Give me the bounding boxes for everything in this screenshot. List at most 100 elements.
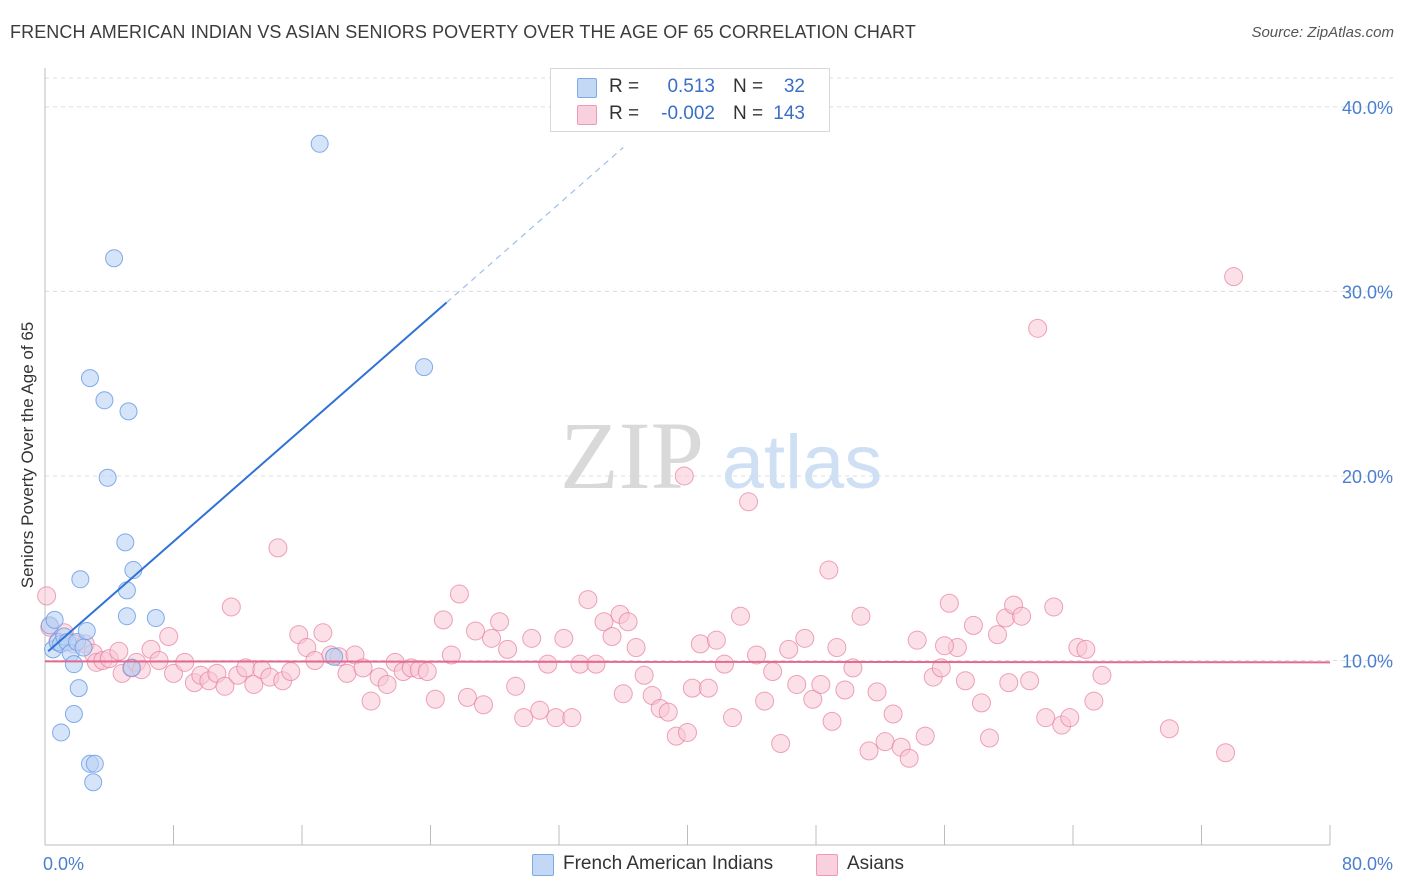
french-american-indian-point xyxy=(119,402,138,421)
asian-point xyxy=(498,639,518,659)
trend-lines xyxy=(44,147,1331,664)
asian-point xyxy=(907,630,927,650)
asian-point xyxy=(305,650,325,670)
french-american-indian-point xyxy=(52,723,71,742)
asian-point xyxy=(714,654,734,674)
watermark-atlas: atlas xyxy=(722,420,883,505)
asian-point xyxy=(822,711,842,731)
asian-point xyxy=(915,726,935,746)
asian-point xyxy=(658,702,678,722)
french-american-indian-point xyxy=(116,533,135,552)
asian-point xyxy=(698,678,718,698)
french-american-indian-point xyxy=(146,609,165,628)
french-american-indian-point xyxy=(64,704,83,723)
french-american-indian-point xyxy=(105,249,124,268)
asian-point xyxy=(514,708,534,728)
asian-point xyxy=(377,674,397,694)
asian-point xyxy=(999,673,1019,693)
asian-point xyxy=(554,628,574,648)
asian-point xyxy=(449,584,469,604)
legend-row-asians: R = -0.002 N = 143 xyxy=(551,101,829,127)
asian-point xyxy=(851,606,871,626)
asian-point xyxy=(441,645,461,665)
asian-point xyxy=(811,674,831,694)
asian-point xyxy=(313,623,333,643)
asian-point xyxy=(221,597,241,617)
asian-point xyxy=(795,628,815,648)
french-american-indian-point xyxy=(325,647,344,666)
french-american-indian-point xyxy=(415,358,434,377)
asian-point xyxy=(1224,267,1244,287)
asian-point xyxy=(578,590,598,610)
stats-legend: R = 0.513 N = 32 R = -0.002 N = 143 xyxy=(550,68,830,132)
asian-point xyxy=(739,492,759,512)
asian-point xyxy=(1020,671,1040,691)
asian-point xyxy=(530,700,550,720)
tick-labels: 10.0% 20.0% 30.0% 40.0% 0.0% 80.0% xyxy=(43,98,1393,874)
french-american-indian-point xyxy=(122,658,141,677)
french-american-indian-point xyxy=(71,570,90,589)
x-tick-label-max: 80.0% xyxy=(1342,854,1393,874)
french-american-indian-point xyxy=(77,621,96,640)
french-american-indian-point xyxy=(80,369,99,388)
asian-point xyxy=(244,674,264,694)
bottom-legend: French American Indians Asians xyxy=(0,852,1406,878)
legend-row-french: R = 0.513 N = 32 xyxy=(551,74,829,100)
french-american-indian-point xyxy=(310,134,329,153)
asian-point xyxy=(883,704,903,724)
asian-point xyxy=(417,662,437,682)
asian-point xyxy=(827,638,847,658)
asian-point xyxy=(490,612,510,632)
asian-point xyxy=(268,538,288,558)
asians-points xyxy=(37,267,1244,768)
asian-point xyxy=(674,466,694,486)
asian-point xyxy=(159,626,179,646)
legend-swatch-asians xyxy=(577,105,597,125)
asian-point xyxy=(361,691,381,711)
french-american-indian-point xyxy=(69,679,88,698)
asian-point xyxy=(570,654,590,674)
chart-title: FRENCH AMERICAN INDIAN VS ASIAN SENIORS … xyxy=(10,22,916,42)
asian-point xyxy=(1036,708,1056,728)
legend-n-label: N = xyxy=(733,76,764,97)
asian-point xyxy=(1092,665,1112,685)
french-american-indian-point xyxy=(117,607,136,626)
asian-point xyxy=(37,586,57,606)
asian-point xyxy=(602,626,622,646)
french-american-indian-point xyxy=(45,610,64,629)
asian-point xyxy=(690,634,710,654)
asian-point xyxy=(706,630,726,650)
y-tick-label: 10.0% xyxy=(1342,651,1393,671)
asian-point xyxy=(787,674,807,694)
asian-point xyxy=(626,638,646,658)
asian-point xyxy=(931,658,951,678)
asian-point xyxy=(771,734,791,754)
asian-point xyxy=(215,676,235,696)
legend-swatch-asians xyxy=(816,854,838,876)
trend-line-asians xyxy=(44,660,1331,664)
asian-point xyxy=(875,732,895,752)
asian-point xyxy=(1216,743,1236,763)
y-axis-label: Seniors Poverty Over the Age of 65 xyxy=(18,321,37,589)
asian-point xyxy=(425,689,445,709)
asian-point xyxy=(538,654,558,674)
asian-point xyxy=(682,678,702,698)
asian-point xyxy=(955,671,975,691)
asian-point xyxy=(731,606,751,626)
asian-point xyxy=(634,665,654,685)
watermark-zip: ZIP xyxy=(560,402,704,509)
french-american-indian-point xyxy=(64,655,83,674)
legend-n-label: N = xyxy=(733,103,764,124)
asian-point xyxy=(867,682,887,702)
french-american-indians-points xyxy=(40,134,434,792)
asian-point xyxy=(1044,597,1064,617)
asian-point xyxy=(843,658,863,678)
french-american-indian-point xyxy=(98,468,117,487)
asian-point xyxy=(1012,606,1032,626)
gridlines xyxy=(45,77,1395,661)
asian-point xyxy=(935,636,954,656)
asian-point xyxy=(747,645,767,665)
asian-point xyxy=(678,722,697,742)
asian-point xyxy=(1084,691,1104,711)
asian-point xyxy=(613,684,633,704)
